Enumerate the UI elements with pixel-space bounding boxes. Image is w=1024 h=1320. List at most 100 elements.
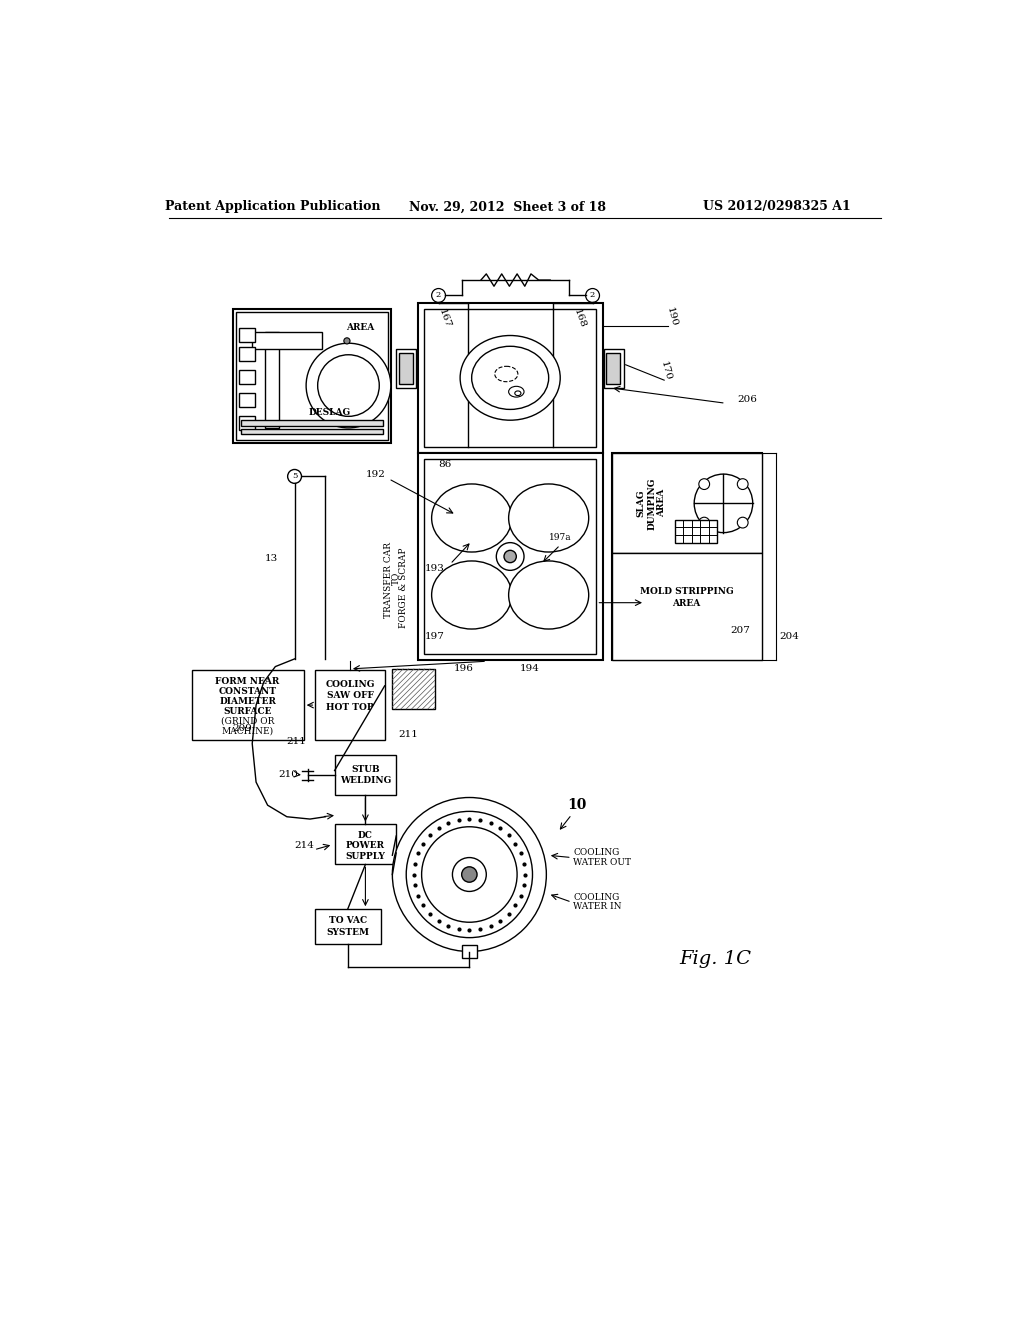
Bar	[418, 453, 602, 660]
Text: FORGE & SCRAP: FORGE & SCRAP	[399, 546, 409, 627]
Ellipse shape	[509, 387, 524, 397]
Circle shape	[586, 289, 599, 302]
Bar	[399, 354, 413, 384]
Text: SUPPLY: SUPPLY	[345, 853, 385, 861]
Text: TRANSFER CAR: TRANSFER CAR	[384, 543, 393, 618]
Text: SLAG: SLAG	[637, 490, 645, 517]
Circle shape	[392, 797, 547, 952]
Bar	[611, 553, 762, 660]
Circle shape	[698, 517, 710, 528]
Ellipse shape	[432, 484, 512, 552]
Text: Fig. 1C: Fig. 1C	[680, 950, 752, 968]
Ellipse shape	[509, 484, 589, 552]
Text: HOT TOP: HOT TOP	[327, 704, 374, 711]
Text: WATER OUT: WATER OUT	[573, 858, 632, 867]
Ellipse shape	[515, 391, 521, 396]
Text: 5: 5	[292, 473, 297, 480]
Text: MOLD STRIPPING: MOLD STRIPPING	[640, 587, 733, 597]
Bar	[611, 453, 762, 660]
Bar	[193, 671, 304, 739]
Bar	[233, 309, 391, 444]
Bar	[392, 669, 435, 709]
Bar	[240, 347, 255, 360]
Text: (GRIND OR: (GRIND OR	[221, 717, 274, 726]
Text: Patent Application Publication: Patent Application Publication	[165, 201, 381, 214]
Text: SAW OFF: SAW OFF	[327, 692, 374, 701]
Circle shape	[497, 543, 524, 570]
Text: DUMPING: DUMPING	[647, 477, 656, 529]
Ellipse shape	[472, 346, 549, 409]
Text: 197: 197	[425, 632, 444, 642]
Bar	[252, 331, 322, 348]
Text: 192: 192	[366, 470, 385, 479]
Text: 204: 204	[779, 632, 799, 642]
Text: 214: 214	[294, 841, 313, 850]
Text: FORM NEAR: FORM NEAR	[215, 677, 280, 685]
Ellipse shape	[432, 561, 512, 630]
Text: AREA: AREA	[673, 599, 700, 609]
Text: SURFACE: SURFACE	[223, 706, 271, 715]
Circle shape	[462, 867, 477, 882]
Text: POWER: POWER	[346, 841, 385, 850]
Circle shape	[317, 355, 379, 416]
Bar	[675, 520, 717, 543]
Text: COOLING: COOLING	[573, 849, 620, 858]
Text: 194: 194	[519, 664, 540, 673]
Text: STUB: STUB	[351, 764, 380, 774]
Ellipse shape	[495, 366, 518, 381]
Bar	[315, 909, 381, 944]
Text: 211: 211	[286, 737, 306, 746]
Bar	[240, 327, 255, 342]
Bar	[611, 453, 762, 553]
Text: AREA: AREA	[657, 490, 667, 517]
Text: Nov. 29, 2012  Sheet 3 of 18: Nov. 29, 2012 Sheet 3 of 18	[410, 201, 606, 214]
Bar	[462, 945, 477, 958]
Circle shape	[432, 289, 445, 302]
Text: DC: DC	[358, 830, 373, 840]
Text: COOLING: COOLING	[573, 894, 620, 902]
Text: 193: 193	[425, 564, 444, 573]
Ellipse shape	[509, 561, 589, 630]
Text: COOLING: COOLING	[326, 680, 375, 689]
Text: AREA: AREA	[346, 323, 374, 333]
Circle shape	[422, 826, 517, 923]
Bar	[240, 416, 255, 430]
Circle shape	[504, 550, 516, 562]
Bar	[335, 755, 396, 795]
Text: TO VAC: TO VAC	[329, 916, 367, 925]
Text: 190: 190	[665, 306, 679, 327]
Text: 13: 13	[265, 554, 279, 564]
Text: 197a: 197a	[549, 533, 571, 541]
Text: 168: 168	[571, 308, 587, 330]
Circle shape	[344, 338, 350, 345]
Text: DESLAG: DESLAG	[308, 408, 350, 417]
Text: DIAMETER: DIAMETER	[219, 697, 276, 706]
Text: 86: 86	[438, 461, 452, 470]
Circle shape	[453, 858, 486, 891]
Text: SYSTEM: SYSTEM	[327, 928, 370, 937]
Text: 207: 207	[730, 626, 751, 635]
Circle shape	[407, 812, 532, 937]
Bar	[396, 350, 416, 388]
Text: 10: 10	[567, 799, 587, 812]
Bar	[424, 459, 596, 653]
Bar	[241, 429, 383, 434]
Text: 170: 170	[658, 360, 673, 381]
Text: WELDING: WELDING	[340, 776, 391, 785]
Text: 167: 167	[437, 308, 453, 330]
Ellipse shape	[460, 335, 560, 420]
Bar	[240, 393, 255, 407]
Bar	[237, 312, 388, 441]
Circle shape	[737, 479, 749, 490]
Text: 211: 211	[397, 730, 418, 739]
Text: 206: 206	[737, 395, 757, 404]
Bar	[315, 671, 385, 739]
Bar	[335, 825, 396, 865]
Circle shape	[737, 517, 749, 528]
Circle shape	[306, 343, 391, 428]
Text: 210: 210	[279, 770, 298, 779]
Bar	[265, 331, 280, 428]
Bar	[418, 304, 602, 453]
Circle shape	[694, 474, 753, 533]
Text: WATER IN: WATER IN	[573, 903, 622, 911]
